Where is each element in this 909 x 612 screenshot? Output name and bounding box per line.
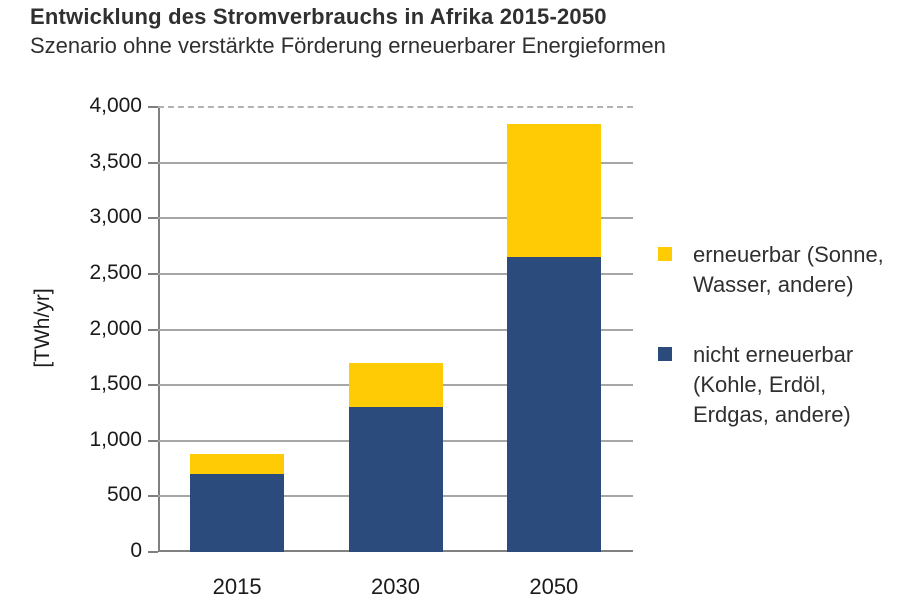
y-axis-tick-mark	[148, 495, 158, 498]
y-tick-label: 0	[130, 539, 142, 562]
legend-item: erneuerbar (Sonne, Wasser, andere)	[658, 240, 884, 300]
chart-subtitle: Szenario ohne verstärkte Förderung erneu…	[30, 33, 666, 58]
chart-title: Entwicklung des Stromverbrauchs in Afrik…	[30, 4, 607, 29]
gridline	[158, 106, 633, 108]
y-axis-tick-mark	[148, 439, 158, 442]
y-tick-label: 2,000	[89, 316, 142, 340]
bar-segment-2015	[190, 474, 285, 552]
bar-segment-2050	[506, 257, 601, 552]
y-axis-tick-mark	[148, 328, 158, 331]
x-tick-label: 2030	[371, 574, 420, 599]
y-tick-label: 3,500	[89, 149, 142, 173]
gridline	[158, 217, 633, 220]
legend-label: erneuerbar (Sonne, Wasser, andere)	[693, 242, 884, 297]
bar-segment-2030	[348, 362, 443, 408]
legend-label: nicht erneuerbar (Kohle, Erdöl, Erdgas, …	[693, 342, 854, 427]
gridline	[158, 328, 633, 331]
y-tick-label: 1,000	[89, 427, 142, 451]
y-tick-label: 1,500	[89, 372, 142, 396]
y-axis-tick-mark	[148, 272, 158, 275]
y-axis-tick-mark	[148, 384, 158, 387]
legend-swatch-icon	[658, 247, 672, 261]
y-tick-label: 3,000	[89, 205, 142, 229]
legend-item: nicht erneuerbar (Kohle, Erdöl, Erdgas, …	[658, 340, 853, 430]
gridline	[158, 272, 633, 275]
x-tick-label: 2050	[529, 574, 579, 599]
bar-segment-2050	[506, 123, 601, 258]
y-axis-tick-mark	[148, 106, 158, 108]
bar-segment-2015	[190, 454, 285, 475]
y-tick-label: 500	[106, 483, 142, 507]
gridline	[158, 161, 633, 164]
y-axis-tick-mark	[148, 161, 158, 164]
legend-swatch-icon	[658, 347, 672, 361]
x-tick-label: 2015	[212, 574, 262, 599]
y-axis-tick-mark	[148, 217, 158, 220]
y-tick-label: 2,500	[89, 260, 142, 284]
y-tick-label: 4,000	[89, 94, 142, 117]
bar-segment-2030	[348, 407, 443, 552]
y-axis-tick-mark	[148, 551, 158, 553]
